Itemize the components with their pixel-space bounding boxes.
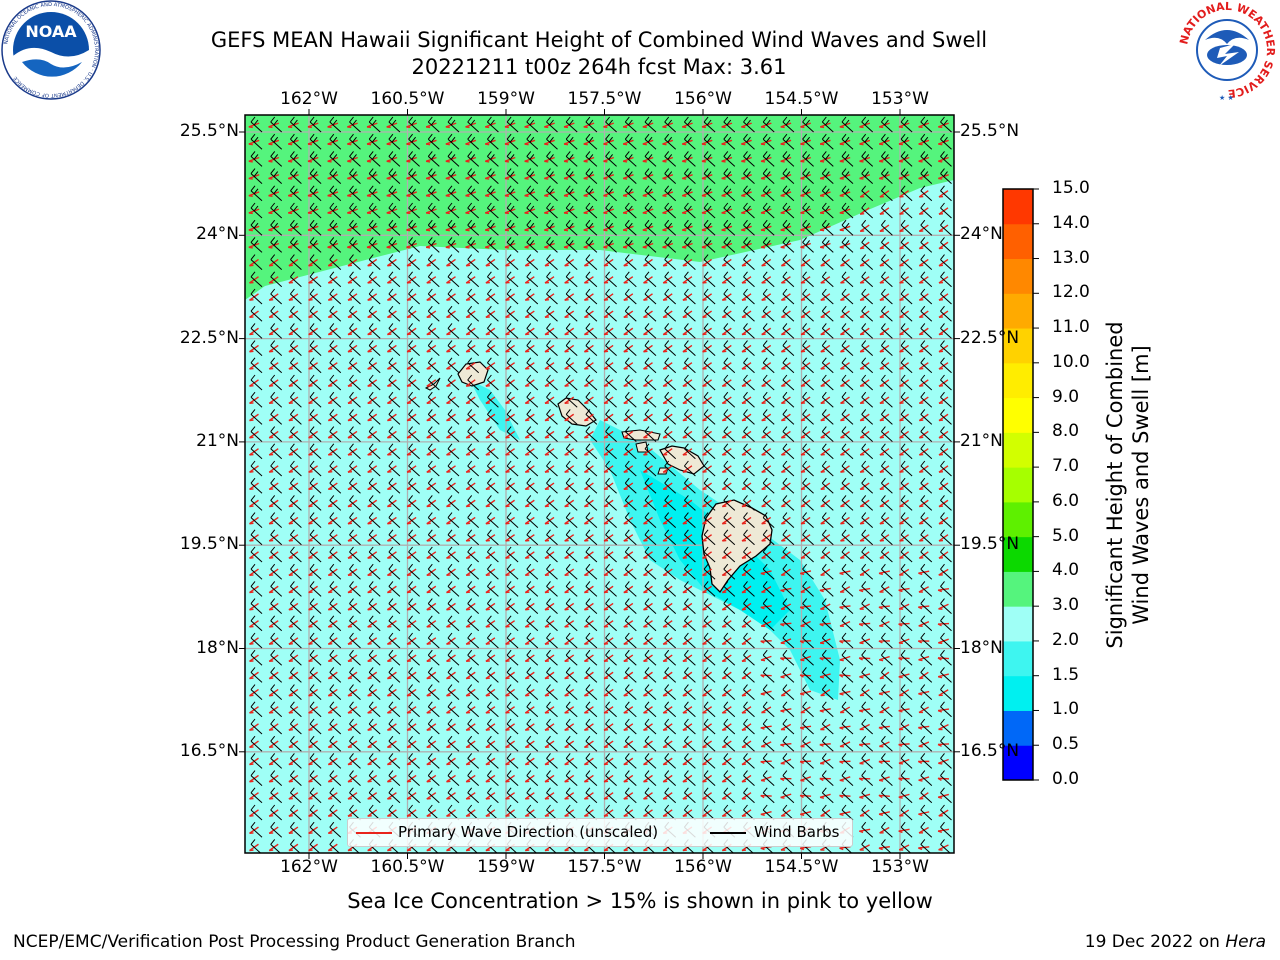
colorbar-tick-label: 4.0 bbox=[1052, 560, 1080, 581]
colorbar-title: Significant Height of Combined Wind Wave… bbox=[1102, 321, 1154, 648]
map-legend: Primary Wave Direction (unscaled) Wind B… bbox=[347, 818, 853, 847]
colorbar-segment bbox=[1003, 467, 1033, 503]
kahoolawe-island bbox=[657, 467, 669, 475]
colorbar-tick-label: 13.0 bbox=[1052, 247, 1090, 268]
colorbar-tick-label: 0.0 bbox=[1052, 769, 1080, 789]
colorbar-segment bbox=[1003, 501, 1033, 538]
colorbar-tick-label: 14.0 bbox=[1052, 212, 1090, 233]
colorbar-segment bbox=[1003, 258, 1033, 294]
lat-label-left: 16.5°N bbox=[179, 740, 239, 761]
lon-label-bottom: 153°W bbox=[871, 857, 929, 877]
lat-label-right: 25.5°N bbox=[960, 121, 1020, 141]
lat-label-left: 24°N bbox=[196, 224, 239, 245]
lon-label-bottom: 154.5°W bbox=[764, 857, 839, 877]
noaa-logo-text: NOAA bbox=[25, 22, 77, 41]
colorbar-tick-label: 12.0 bbox=[1052, 282, 1090, 303]
lat-label-right: 24°N bbox=[960, 224, 1003, 245]
colorbar-tick-label: 1.5 bbox=[1052, 664, 1080, 685]
lon-label-top: 159°W bbox=[477, 89, 535, 109]
colorbar-tick-label: 2.0 bbox=[1052, 629, 1080, 650]
wind-barb-legend-line bbox=[710, 832, 746, 834]
lat-label-left: 25.5°N bbox=[179, 121, 239, 141]
lon-label-bottom: 159°W bbox=[477, 857, 535, 877]
wave-field-3-4m bbox=[245, 115, 954, 300]
colorbar-segment bbox=[1003, 606, 1033, 642]
lon-label-top: 156°W bbox=[674, 89, 732, 109]
lon-label-top: 157.5°W bbox=[567, 89, 642, 109]
colorbar-segment bbox=[1003, 675, 1033, 711]
lat-label-right: 22.5°N bbox=[960, 327, 1020, 348]
hawaiian-islands bbox=[424, 361, 773, 594]
nws-logo: NATIONAL WEATHER SERVICE ★ ★ bbox=[1177, 0, 1277, 102]
colorbar-title-line1: Significant Height of Combined bbox=[1103, 321, 1127, 649]
colorbar-segment bbox=[1003, 571, 1033, 607]
colorbar-segment bbox=[1003, 293, 1033, 329]
niihau-island bbox=[424, 377, 441, 391]
generated-date: 19 Dec 2022 on Hera bbox=[1085, 932, 1266, 952]
colorbar-tick-label: 7.0 bbox=[1052, 456, 1080, 477]
lon-label-bottom: 156°W bbox=[674, 857, 732, 877]
colorbar-segment bbox=[1003, 432, 1033, 468]
producer-credit: NCEP/EMC/Verification Post Processing Pr… bbox=[13, 932, 576, 952]
colorbar-segment bbox=[1003, 640, 1033, 677]
lat-label-right: 16.5°N bbox=[960, 740, 1020, 761]
lat-label-left: 18°N bbox=[196, 637, 239, 658]
colorbar-tick-label: 10.0 bbox=[1052, 351, 1090, 372]
lon-label-top: 162°W bbox=[280, 89, 338, 109]
wave-direction-legend-line bbox=[356, 832, 392, 834]
colorbar-tick-label: 1.0 bbox=[1052, 699, 1080, 720]
lon-label-bottom: 157.5°W bbox=[567, 857, 642, 877]
colorbar bbox=[1002, 188, 1039, 781]
colorbar-tick-label: 0.5 bbox=[1052, 734, 1080, 755]
lon-label-bottom: 162°W bbox=[280, 857, 338, 877]
colorbar-tick-label: 3.0 bbox=[1052, 595, 1080, 616]
machine-name: Hera bbox=[1225, 932, 1266, 952]
colorbar-tick-label: 6.0 bbox=[1052, 490, 1080, 511]
colorbar-tick-label: 15.0 bbox=[1052, 178, 1090, 198]
colorbar-tick-label: 11.0 bbox=[1052, 317, 1090, 338]
wind-barb-legend-label: Wind Barbs bbox=[754, 823, 840, 841]
chart-subtitle: 20221211 t00z 264h fcst Max: 3.61 bbox=[411, 55, 787, 79]
lon-label-top: 160.5°W bbox=[370, 89, 445, 109]
colorbar-segment bbox=[1003, 397, 1033, 433]
date-text: 19 Dec 2022 on bbox=[1084, 932, 1226, 952]
colorbar-segment bbox=[1003, 189, 1033, 225]
lat-label-right: 21°N bbox=[960, 430, 1003, 451]
colorbar-segment bbox=[1003, 362, 1033, 399]
colorbar-segment bbox=[1003, 223, 1033, 260]
lon-label-top: 153°W bbox=[871, 89, 929, 109]
colorbar-tick-label: 5.0 bbox=[1052, 525, 1080, 546]
colorbar-tick-label: 8.0 bbox=[1052, 421, 1080, 442]
lat-label-left: 22.5°N bbox=[179, 327, 239, 348]
wave-direction-legend-label: Primary Wave Direction (unscaled) bbox=[398, 823, 659, 841]
colorbar-tick-label: 9.0 bbox=[1052, 386, 1080, 407]
lat-label-left: 19.5°N bbox=[179, 534, 239, 555]
lon-label-top: 154.5°W bbox=[764, 89, 839, 109]
lat-label-left: 21°N bbox=[196, 430, 239, 451]
chart-title: GEFS MEAN Hawaii Significant Height of C… bbox=[210, 28, 988, 52]
big-island bbox=[701, 499, 773, 594]
lat-label-right: 19.5°N bbox=[960, 534, 1020, 555]
lat-label-right: 18°N bbox=[960, 637, 1003, 658]
colorbar-title-line2: Wind Waves and Swell [m] bbox=[1129, 345, 1153, 625]
noaa-logo: NOAA NATIONAL OCEANIC AND ATMOSPHERIC AD… bbox=[1, 0, 101, 100]
sea-ice-note: Sea Ice Concentration > 15% is shown in … bbox=[347, 889, 933, 913]
lon-label-bottom: 160.5°W bbox=[370, 857, 445, 877]
